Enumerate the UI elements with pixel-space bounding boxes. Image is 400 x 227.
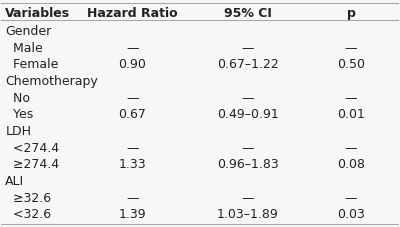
Text: <32.6: <32.6 <box>5 207 52 220</box>
Text: Hazard Ratio: Hazard Ratio <box>87 7 178 20</box>
Text: 0.08: 0.08 <box>337 158 365 171</box>
Text: p: p <box>346 7 355 20</box>
Text: Chemotherapy: Chemotherapy <box>5 75 98 88</box>
Text: ≥32.6: ≥32.6 <box>5 191 52 204</box>
Text: 0.03: 0.03 <box>337 207 365 220</box>
Text: —: — <box>126 41 139 54</box>
Text: LDH: LDH <box>5 124 31 137</box>
Text: —: — <box>242 91 254 104</box>
Text: Variables: Variables <box>5 7 70 20</box>
Text: ALI: ALI <box>5 174 24 187</box>
Text: —: — <box>242 41 254 54</box>
Text: —: — <box>345 41 357 54</box>
Text: —: — <box>345 141 357 154</box>
Text: —: — <box>345 91 357 104</box>
Text: —: — <box>345 191 357 204</box>
Text: Male: Male <box>5 41 43 54</box>
Text: —: — <box>126 91 139 104</box>
Text: Yes: Yes <box>5 108 34 121</box>
Text: 0.01: 0.01 <box>337 108 365 121</box>
Text: 1.33: 1.33 <box>119 158 146 171</box>
Text: 0.96–1.83: 0.96–1.83 <box>217 158 278 171</box>
Text: 0.50: 0.50 <box>337 58 365 71</box>
Text: Gender: Gender <box>5 25 52 38</box>
Text: <274.4: <274.4 <box>5 141 60 154</box>
Text: 0.67: 0.67 <box>118 108 146 121</box>
Text: ≥274.4: ≥274.4 <box>5 158 60 171</box>
Text: 1.39: 1.39 <box>119 207 146 220</box>
Text: 1.03–1.89: 1.03–1.89 <box>217 207 278 220</box>
Text: Female: Female <box>5 58 59 71</box>
Text: 0.90: 0.90 <box>118 58 146 71</box>
Text: 95% CI: 95% CI <box>224 7 272 20</box>
Text: —: — <box>126 141 139 154</box>
Text: —: — <box>242 191 254 204</box>
Text: 0.49–0.91: 0.49–0.91 <box>217 108 278 121</box>
Text: 0.67–1.22: 0.67–1.22 <box>217 58 278 71</box>
Text: —: — <box>126 191 139 204</box>
Text: No: No <box>5 91 30 104</box>
Text: —: — <box>242 141 254 154</box>
